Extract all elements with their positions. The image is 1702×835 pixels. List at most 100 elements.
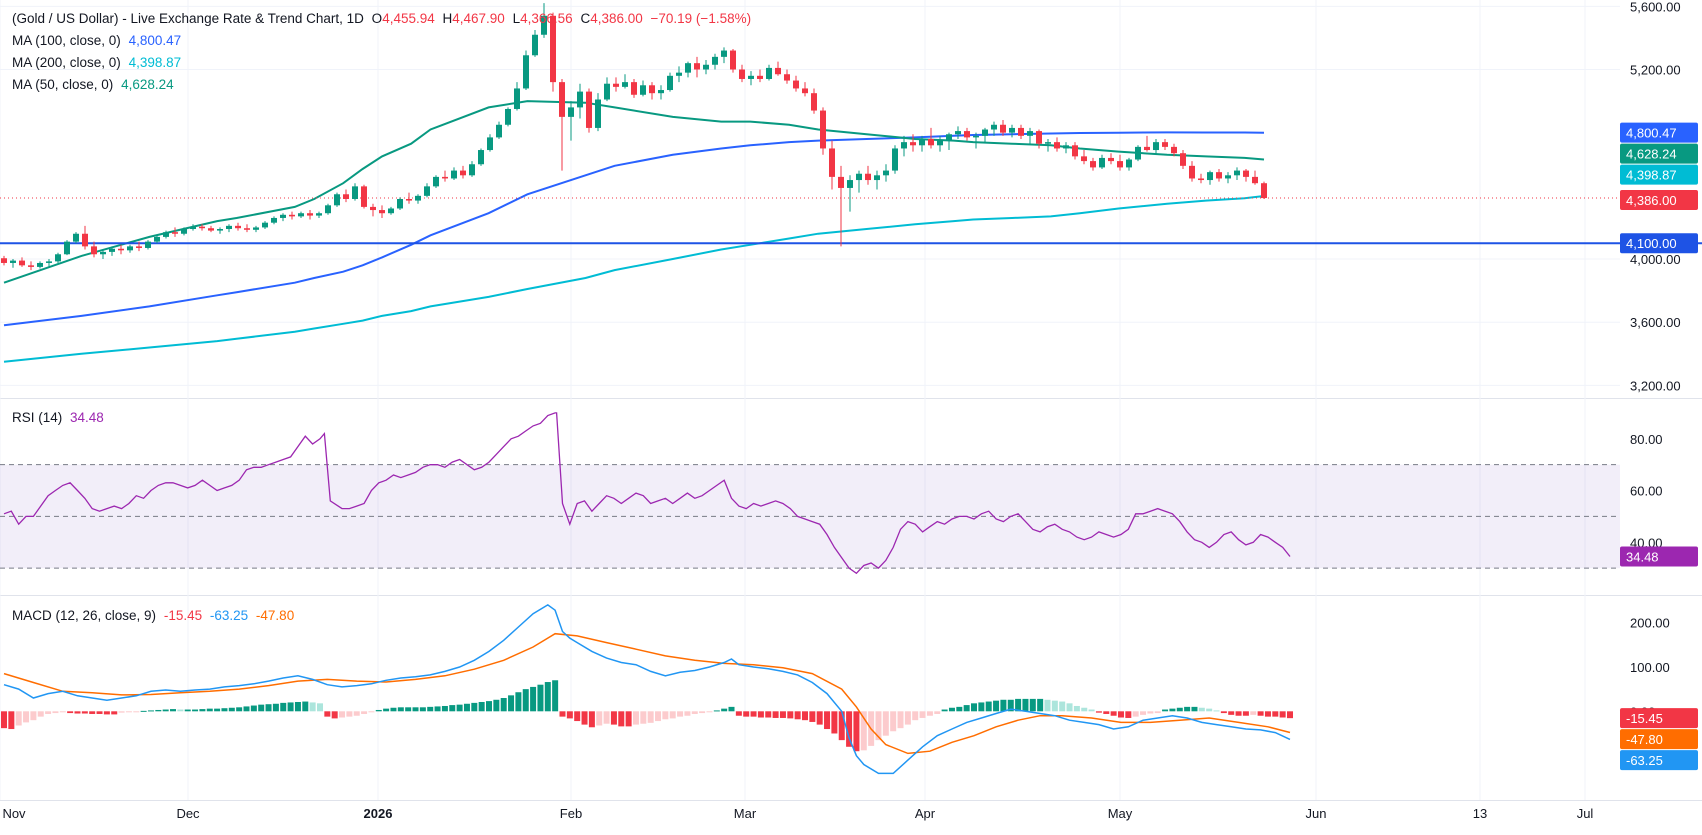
legend-ma100-row[interactable]: MA (100, close, 0) 4,800.47 xyxy=(12,30,755,52)
macd-pane[interactable] xyxy=(1,604,1293,775)
candle xyxy=(352,183,358,201)
macd-histogram-bar xyxy=(103,711,110,715)
candle-body xyxy=(280,214,286,218)
macd-tick-label: 100.00 xyxy=(1630,660,1670,675)
candle-body xyxy=(469,164,475,176)
candle-body xyxy=(100,251,106,255)
candle xyxy=(379,205,385,218)
candle-body xyxy=(1261,183,1267,199)
macd-histogram-bar xyxy=(346,711,353,717)
macd-histogram-bar xyxy=(1073,705,1080,712)
candle-body xyxy=(10,260,16,263)
macd-histogram-bar xyxy=(419,707,426,712)
candle-body xyxy=(1090,161,1096,168)
macd-histogram-bar xyxy=(111,711,118,715)
macd-legend[interactable]: MACD (12, 26, close, 9) -15.45 -63.25 -4… xyxy=(12,605,298,627)
macd-histogram-bar xyxy=(882,711,889,736)
candle xyxy=(649,82,655,100)
candle xyxy=(982,127,988,143)
macd-histogram-bar xyxy=(684,711,691,716)
candle-body xyxy=(1162,142,1168,147)
candle-body xyxy=(667,75,673,91)
macd-histogram-bar xyxy=(941,709,948,712)
candle xyxy=(838,165,844,247)
macd-histogram-bar xyxy=(750,711,757,717)
macd-histogram-bar xyxy=(243,706,250,712)
candle xyxy=(505,107,511,127)
candle xyxy=(676,66,682,83)
macd-histogram-bar xyxy=(81,711,88,714)
candle-body xyxy=(64,241,70,255)
macd-histogram-bar xyxy=(1176,707,1183,712)
macd-histogram-bar xyxy=(456,704,463,712)
candle-body xyxy=(361,186,367,207)
legend-ma50-row[interactable]: MA (50, close, 0) 4,628.24 xyxy=(12,74,755,96)
macd-histogram-bar xyxy=(544,682,551,712)
candle-body xyxy=(226,225,232,230)
change-value: −70.19 (−1.58%) xyxy=(650,11,752,26)
candle-body xyxy=(1234,170,1240,176)
candle xyxy=(280,213,286,222)
candle xyxy=(343,189,349,203)
candle xyxy=(1234,167,1240,181)
candle xyxy=(451,167,457,181)
candle xyxy=(1000,120,1006,136)
candle-body xyxy=(199,226,205,229)
candle-body xyxy=(1054,142,1060,149)
macd-badge-text: -15.45 xyxy=(1626,711,1663,726)
candle xyxy=(325,203,331,215)
y-tick-label: 3,200.00 xyxy=(1630,378,1681,393)
macd-histogram-bar xyxy=(574,711,581,722)
candle-body xyxy=(478,150,484,165)
candle-body xyxy=(1045,142,1051,144)
grid-layer xyxy=(0,0,1702,801)
candle-body xyxy=(442,176,448,179)
candle-body xyxy=(307,213,313,216)
macd-histogram-bar xyxy=(1272,711,1279,717)
macd-histogram-bar xyxy=(537,684,544,712)
candle-body xyxy=(325,205,331,214)
candle xyxy=(1216,168,1222,182)
macd-histogram-bar xyxy=(787,711,794,719)
macd-badge-text: -47.80 xyxy=(1626,732,1663,747)
macd-histogram-bar xyxy=(125,711,132,713)
candle-body xyxy=(748,75,754,79)
candle xyxy=(640,80,646,97)
ma-price-badge-text: 4,398.87 xyxy=(1626,168,1677,183)
candle-body xyxy=(451,170,457,179)
candle xyxy=(1,255,7,266)
macd-histogram-bar xyxy=(1037,698,1044,712)
candle xyxy=(163,230,169,239)
candle xyxy=(757,69,763,83)
macd-histogram-bar xyxy=(1000,699,1007,712)
candle-body xyxy=(955,131,961,135)
symbol-title[interactable]: (Gold / US Dollar) - Live Exchange Rate … xyxy=(12,11,364,26)
candle-body xyxy=(235,225,241,229)
macd-histogram-bar xyxy=(1140,711,1147,715)
candle xyxy=(1009,124,1015,138)
x-tick-label: Jul xyxy=(1577,806,1594,821)
rsi-legend[interactable]: RSI (14) 34.48 xyxy=(12,407,108,429)
candle-body xyxy=(928,138,934,146)
candle xyxy=(694,56,700,78)
macd-histogram-bar xyxy=(463,703,470,712)
legend-ma200-row[interactable]: MA (200, close, 0) 4,398.87 xyxy=(12,52,755,74)
candle xyxy=(595,93,601,132)
macd-histogram-bar xyxy=(140,710,147,712)
macd-histogram-bar xyxy=(831,711,838,734)
macd-histogram-bar xyxy=(8,711,15,730)
candle xyxy=(73,232,79,244)
macd-histogram-bar xyxy=(985,701,992,712)
candle-body xyxy=(739,69,745,79)
rsi-pane[interactable] xyxy=(0,412,1620,575)
macd-histogram-bar xyxy=(978,702,985,712)
candle xyxy=(127,244,133,253)
last-price-badge-bg xyxy=(1620,190,1698,211)
candle xyxy=(1045,138,1051,152)
candle xyxy=(37,261,43,269)
candle-body xyxy=(73,233,79,242)
price-pane[interactable] xyxy=(0,3,1702,363)
macd-badge: -63.25 xyxy=(1620,750,1698,771)
candle-body xyxy=(631,82,637,95)
